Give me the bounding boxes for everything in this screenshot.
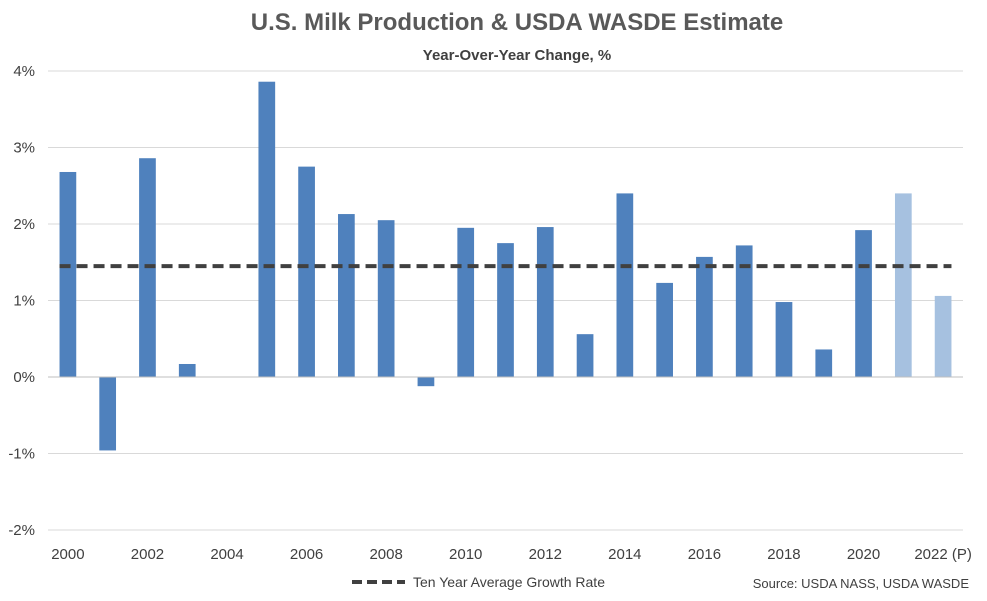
- bar-estimate: [934, 295, 952, 377]
- bar: [417, 377, 435, 387]
- x-tick-label: 2008: [369, 546, 402, 563]
- bar: [815, 349, 833, 377]
- x-tick-label: 2018: [767, 546, 800, 563]
- legend-label: Ten Year Average Growth Rate: [413, 574, 605, 590]
- bar: [656, 282, 673, 377]
- bar: [696, 256, 713, 377]
- x-tick-label: 2016: [688, 546, 721, 563]
- bar: [298, 166, 315, 377]
- bar: [59, 171, 77, 377]
- bars: [59, 81, 952, 451]
- y-tick-label: 1%: [13, 293, 35, 310]
- y-tick-label: 2%: [13, 216, 35, 233]
- source-note: Source: USDA NASS, USDA WASDE: [753, 576, 970, 591]
- x-axis-tick-labels: 2000 2002 2004 2006 2008 2010 2012 2014 2016 2018…: [51, 546, 972, 563]
- x-tick-label: 2020: [847, 546, 880, 563]
- x-tick-label: 2002: [131, 546, 164, 563]
- y-axis-tick-labels: -2% -1% 0% 1% 2% 3% 4%: [8, 63, 35, 539]
- bar: [775, 302, 793, 377]
- y-tick-label: 4%: [13, 63, 35, 80]
- bar: [457, 227, 475, 377]
- chart-title: U.S. Milk Production & USDA WASDE Estima…: [251, 9, 784, 36]
- y-tick-label: 3%: [13, 140, 35, 157]
- bar: [536, 227, 554, 377]
- x-tick-label: 2022 (P): [914, 546, 972, 563]
- bar: [377, 220, 395, 377]
- bar: [855, 230, 872, 377]
- bar: [338, 214, 355, 377]
- legend: Ten Year Average Growth Rate: [352, 574, 605, 590]
- x-tick-label: 2012: [529, 546, 562, 563]
- x-tick-label: 2006: [290, 546, 323, 563]
- x-tick-label: 2014: [608, 546, 641, 563]
- bar: [178, 363, 196, 377]
- bar: [576, 334, 594, 377]
- x-tick-label: 2000: [51, 546, 84, 563]
- y-tick-label: 0%: [13, 369, 35, 386]
- bar: [258, 81, 276, 378]
- bar-estimate: [894, 193, 912, 377]
- y-tick-label: -1%: [8, 446, 35, 463]
- bar: [616, 193, 634, 377]
- x-tick-label: 2010: [449, 546, 482, 563]
- x-tick-label: 2004: [210, 546, 243, 563]
- chart-subtitle: Year-Over-Year Change, %: [423, 47, 611, 64]
- y-tick-label: -2%: [8, 522, 35, 539]
- bar: [497, 243, 514, 377]
- bar: [735, 245, 753, 377]
- bar: [99, 377, 117, 451]
